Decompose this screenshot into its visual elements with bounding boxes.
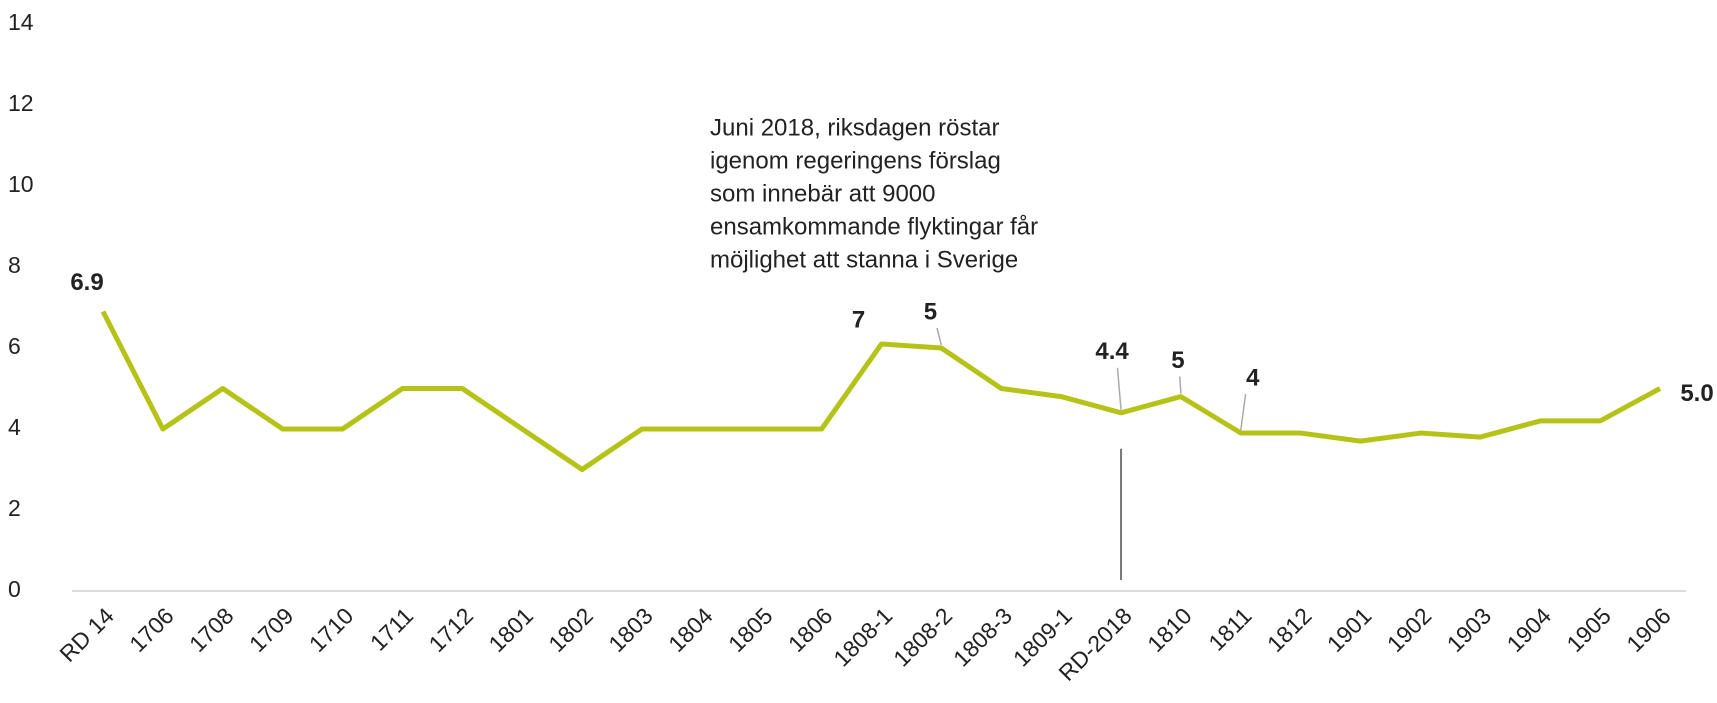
- x-tick-label: 1905: [1561, 602, 1616, 657]
- x-tick-label: 1904: [1501, 602, 1556, 657]
- data-label: 7: [852, 306, 865, 333]
- x-tick-label: 1808-1: [828, 602, 897, 671]
- y-tick-label: 4: [8, 414, 21, 440]
- x-tick-label: RD 14: [54, 602, 119, 667]
- data-label: 6.9: [70, 269, 103, 296]
- label-leader: [1178, 376, 1182, 394]
- x-tick-label: 1901: [1322, 602, 1377, 657]
- data-label: 5: [924, 298, 937, 325]
- data-label: 5.0: [1680, 380, 1713, 407]
- x-tick-label: 1706: [124, 602, 179, 657]
- x-tick-label: 1808-2: [888, 602, 957, 671]
- x-tick-label: 1902: [1382, 602, 1437, 657]
- x-tick-label: 1806: [783, 602, 838, 657]
- y-tick-label: 14: [8, 9, 34, 35]
- annotation: Juni 2018, riksdagen röstar: [710, 114, 1000, 141]
- x-tick-label: 1808-3: [948, 602, 1017, 671]
- x-tick-label: 1812: [1262, 602, 1317, 657]
- x-tick-label: 1801: [483, 602, 538, 657]
- x-tick-label: 1803: [603, 602, 658, 657]
- x-tick-label: 1710: [304, 602, 359, 657]
- data-label: 4.4: [1095, 338, 1129, 365]
- annotation: som innebär att 9000: [710, 180, 935, 207]
- x-tick-label: 1805: [723, 602, 778, 657]
- x-tick-label: 1708: [184, 602, 239, 657]
- x-tick-label: 1712: [424, 602, 479, 657]
- y-tick-label: 6: [8, 333, 21, 359]
- data-label: 5: [1171, 347, 1184, 374]
- label-leader: [1116, 367, 1122, 410]
- x-tick-label: 1709: [244, 602, 299, 657]
- annotation: ensamkommande flyktingar får: [710, 213, 1038, 240]
- y-tick-label: 10: [8, 171, 34, 197]
- annotation: igenom regeringens förslag: [710, 147, 1001, 174]
- label-leader: [1240, 393, 1247, 431]
- y-tick-label: 12: [8, 90, 34, 116]
- y-tick-label: 8: [8, 252, 21, 278]
- x-tick-label: 1802: [543, 602, 598, 657]
- x-tick-label: 1903: [1442, 602, 1497, 657]
- x-tick-label: 1906: [1621, 602, 1676, 657]
- x-tick-label: 1804: [663, 602, 718, 657]
- x-tick-label: 1711: [365, 602, 418, 655]
- x-tick-label: 1810: [1142, 602, 1197, 657]
- data-label: 4: [1246, 364, 1260, 391]
- y-tick-label: 0: [8, 576, 21, 602]
- annotation: möjlighet att stanna i Sverige: [710, 246, 1018, 273]
- y-tick-label: 2: [8, 495, 21, 521]
- series-line: [100, 310, 1662, 472]
- label-leader: [936, 327, 943, 346]
- x-tick-label: 1811: [1203, 602, 1256, 655]
